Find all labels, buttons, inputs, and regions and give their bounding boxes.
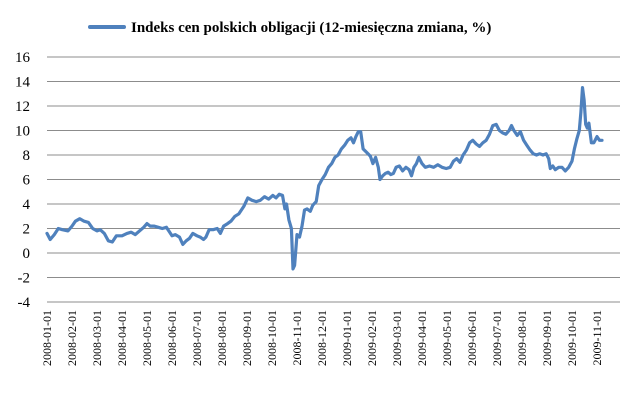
x-tick-label: 2009-08-01 <box>515 310 529 366</box>
x-axis: 2008-01-01 2008-02-01 2008-03-01 2008-04-01… <box>40 310 604 366</box>
x-tick-label: 2008-11-01 <box>290 310 304 366</box>
x-tick-label: 2008-03-01 <box>90 310 104 366</box>
x-tick-label: 2009-05-01 <box>440 310 454 366</box>
x-tick-label: 2008-09-01 <box>240 310 254 366</box>
x-tick-label: 2008-12-01 <box>315 310 329 366</box>
y-tick-label: 8 <box>23 148 31 164</box>
x-tick-label: 2009-07-01 <box>490 310 504 366</box>
x-tick-label: 2008-02-01 <box>65 310 79 366</box>
x-tick-label: 2009-01-01 <box>340 310 354 366</box>
x-tick-label: 2009-10-01 <box>565 310 579 366</box>
y-tick-label: 12 <box>15 99 30 115</box>
legend: Indeks cen polskich obligacji (12-miesię… <box>88 20 491 36</box>
x-tick-label: 2008-06-01 <box>165 310 179 366</box>
y-tick-label: 14 <box>15 75 31 91</box>
x-tick-label: 2008-04-01 <box>115 310 129 366</box>
x-tick-label: 2009-04-01 <box>415 310 429 366</box>
y-tick-label: 2 <box>23 222 31 238</box>
y-axis: -4 -2 0 2 4 6 8 10 12 14 16 <box>15 50 31 311</box>
x-tick-label: 2009-06-01 <box>465 310 479 366</box>
x-tick-label: 2009-03-01 <box>390 310 404 366</box>
y-tick-label: 4 <box>23 197 31 213</box>
y-tick-label: 10 <box>15 124 30 140</box>
series-layer <box>45 85 604 271</box>
x-tick-label: 2009-02-01 <box>365 310 379 366</box>
y-tick-label: 0 <box>23 246 31 262</box>
y-tick-label: -2 <box>18 271 31 287</box>
y-tick-label: -4 <box>18 295 31 311</box>
y-tick-label: 16 <box>15 50 31 66</box>
x-tick-label: 2008-01-01 <box>40 310 54 366</box>
y-tick-label: 6 <box>23 173 31 189</box>
x-tick-label: 2008-08-01 <box>215 310 229 366</box>
x-tick-label: 2008-07-01 <box>190 310 204 366</box>
legend-label: Indeks cen polskich obligacji (12-miesię… <box>131 20 491 36</box>
x-tick-label: 2008-10-01 <box>265 310 279 366</box>
series-line <box>45 85 604 271</box>
gridlines <box>47 56 620 303</box>
x-tick-label: 2009-11-01 <box>590 310 604 366</box>
x-tick-label: 2009-09-01 <box>540 310 554 366</box>
x-tick-label: 2008-05-01 <box>140 310 154 366</box>
